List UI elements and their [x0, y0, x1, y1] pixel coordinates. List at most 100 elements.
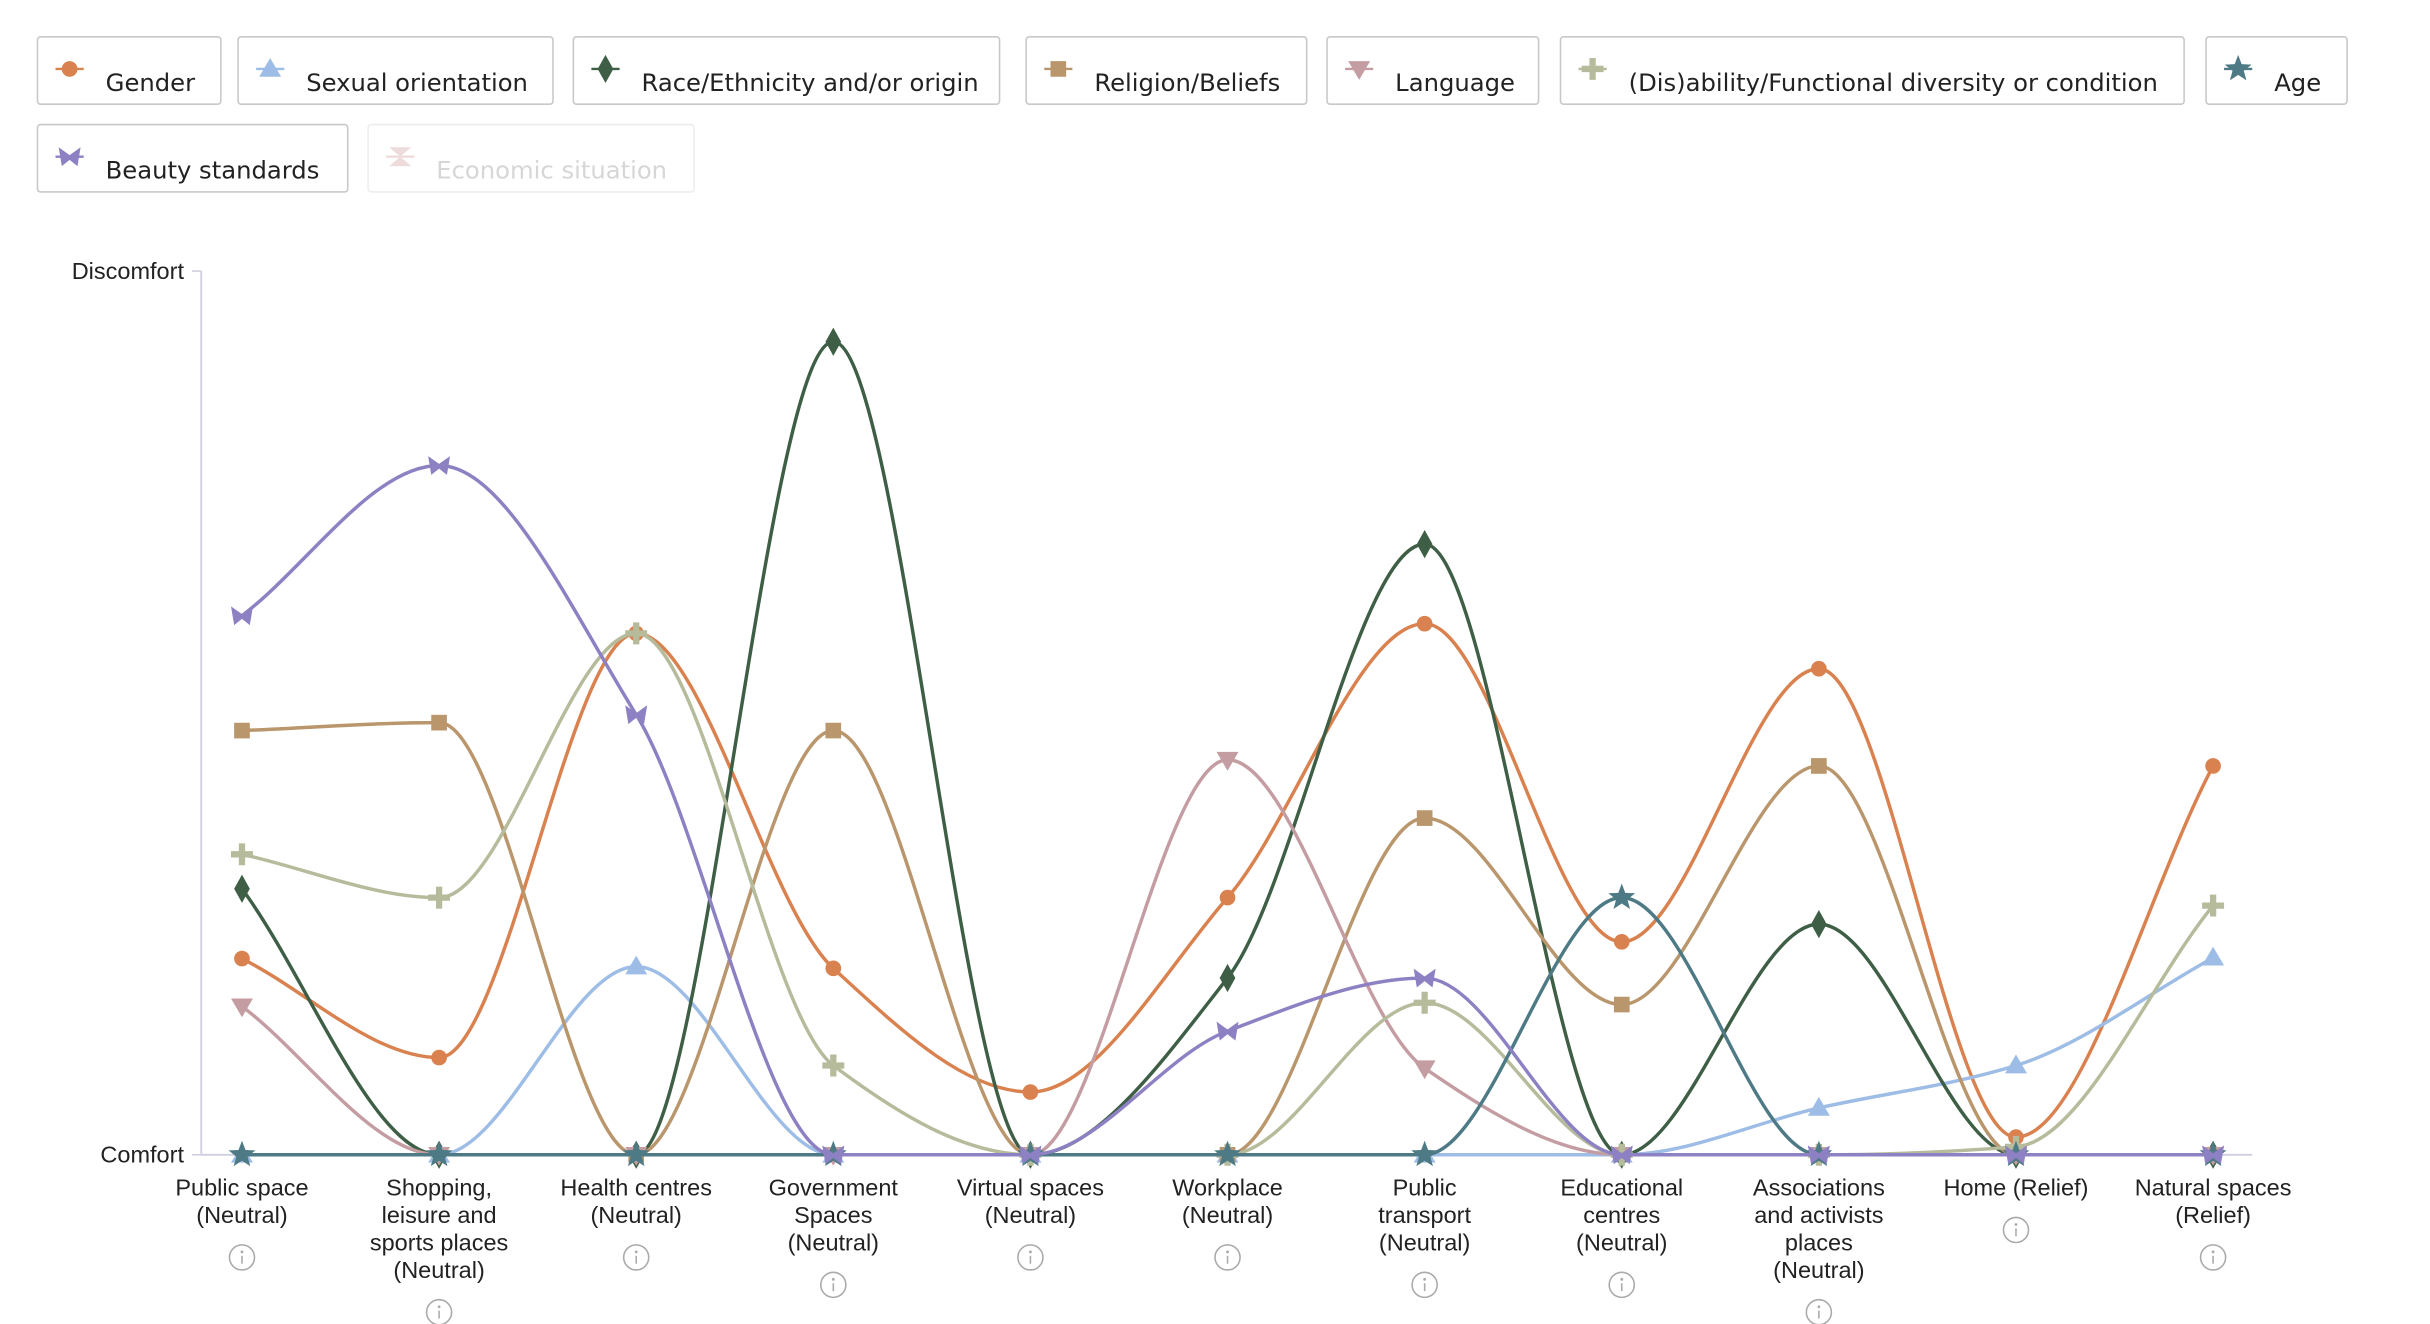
point: [1413, 1060, 1436, 1080]
info-icon[interactable]: [228, 1244, 256, 1271]
point: [1411, 1140, 1439, 1167]
legend-box: [1326, 36, 1540, 105]
point: [1811, 758, 1827, 774]
info-dot: [437, 1305, 441, 1309]
series: [231, 751, 2225, 1166]
legend-marker: [58, 147, 81, 167]
legend-item[interactable]: Religion/Beliefs: [1025, 36, 1308, 105]
legend-marker: [1581, 57, 1604, 80]
point: [1613, 933, 1630, 950]
x-tick-label: Associations and activists places (Neutral): [1753, 1175, 1885, 1283]
info-icon[interactable]: [1608, 1271, 1636, 1299]
legend-item[interactable]: Sexual orientation: [237, 36, 554, 105]
point: [428, 886, 451, 909]
point: [1019, 1145, 1042, 1165]
x-tick-label: Natural spaces (Relief): [2135, 1175, 2292, 1228]
series-line: [240, 463, 2214, 1157]
series: [234, 714, 2221, 1163]
info-dot: [1620, 1277, 1624, 1281]
point: [825, 960, 842, 977]
legend-label: Gender: [106, 68, 195, 97]
point: [234, 874, 250, 903]
point: [822, 1054, 845, 1077]
point: [2202, 946, 2225, 966]
info-circle: [425, 1298, 453, 1324]
info-icon[interactable]: [2002, 1216, 2030, 1244]
info-circle: [622, 1244, 650, 1271]
info-dot: [1423, 1277, 1427, 1281]
legend-box: [36, 36, 222, 105]
point: [825, 722, 842, 739]
info-circle: [819, 1271, 847, 1299]
series: [234, 327, 2221, 1169]
legend-label: Beauty standards: [106, 156, 320, 185]
info-dot: [831, 1277, 835, 1281]
x-tick-label: Virtual spaces (Neutral): [957, 1175, 1104, 1228]
x-tick-label: Workplace (Neutral): [1172, 1175, 1283, 1228]
legend-item[interactable]: Language: [1326, 36, 1540, 105]
point: [1811, 660, 1827, 677]
point: [1807, 1145, 1830, 1165]
legend-marker: [597, 54, 614, 84]
legend-box: [36, 123, 349, 193]
info-icon[interactable]: [1214, 1244, 1241, 1271]
info-icon[interactable]: [622, 1244, 650, 1271]
point: [428, 456, 451, 475]
point: [234, 950, 250, 967]
legend: Gender Sexual orientation Race/Ethnicity a…: [36, 36, 2348, 193]
legend-item[interactable]: (Dis)ability/Functional diversity or con…: [1559, 36, 2185, 105]
info-dot: [1817, 1305, 1821, 1309]
legend-box: [1025, 36, 1308, 105]
legend-marker: [389, 147, 412, 167]
info-circle: [2199, 1244, 2227, 1271]
info-icon[interactable]: [1805, 1298, 1833, 1324]
point: [1413, 968, 1436, 988]
info-circle: [1608, 1271, 1636, 1299]
legend-item[interactable]: Beauty standards: [36, 123, 349, 193]
legend-label: Race/Ethnicity and/or origin: [642, 68, 979, 97]
point: [2205, 758, 2221, 774]
legend-box: [237, 36, 554, 105]
point: [822, 1145, 845, 1165]
info-circle: [228, 1244, 256, 1271]
info-icon[interactable]: [1411, 1271, 1438, 1299]
x-tick-label: Health centres (Neutral): [560, 1175, 712, 1228]
point: [228, 1140, 256, 1167]
legend-marker: [1348, 61, 1371, 80]
point: [1416, 615, 1433, 632]
point: [1214, 1140, 1241, 1167]
point: [431, 1049, 447, 1066]
point: [625, 955, 648, 975]
point: [234, 722, 250, 739]
point: [1022, 1084, 1039, 1100]
legend-item[interactable]: Gender: [36, 36, 222, 105]
info-icon[interactable]: [2199, 1244, 2227, 1271]
info-icon[interactable]: [819, 1271, 847, 1299]
info-dot: [1226, 1250, 1229, 1254]
point: [1613, 996, 1630, 1013]
y-tick-label: Comfort: [100, 1142, 184, 1168]
series: [231, 456, 2225, 1165]
info-icon[interactable]: [425, 1298, 453, 1324]
point: [2202, 894, 2225, 917]
info-icon[interactable]: [1017, 1244, 1044, 1271]
info-circle: [1017, 1244, 1044, 1271]
legend-item[interactable]: Economic situation: [367, 123, 695, 193]
point: [1216, 751, 1239, 771]
point: [2202, 1145, 2225, 1165]
point: [625, 705, 648, 725]
legend-item[interactable]: Age: [2205, 36, 2348, 105]
legend-label: Language: [1395, 68, 1515, 97]
info-dot: [2014, 1223, 2018, 1226]
legend-marker: [1050, 61, 1067, 77]
legend-label: Economic situation: [436, 156, 667, 185]
info-circle: [1411, 1271, 1438, 1299]
legend-marker: [259, 57, 282, 77]
x-tick-label: Educational centres (Neutral): [1560, 1175, 1683, 1256]
legend-item[interactable]: Race/Ethnicity and/or origin: [572, 36, 1001, 105]
info-dot: [634, 1250, 638, 1254]
legend-box: [2205, 36, 2348, 105]
point: [1610, 1145, 1633, 1165]
